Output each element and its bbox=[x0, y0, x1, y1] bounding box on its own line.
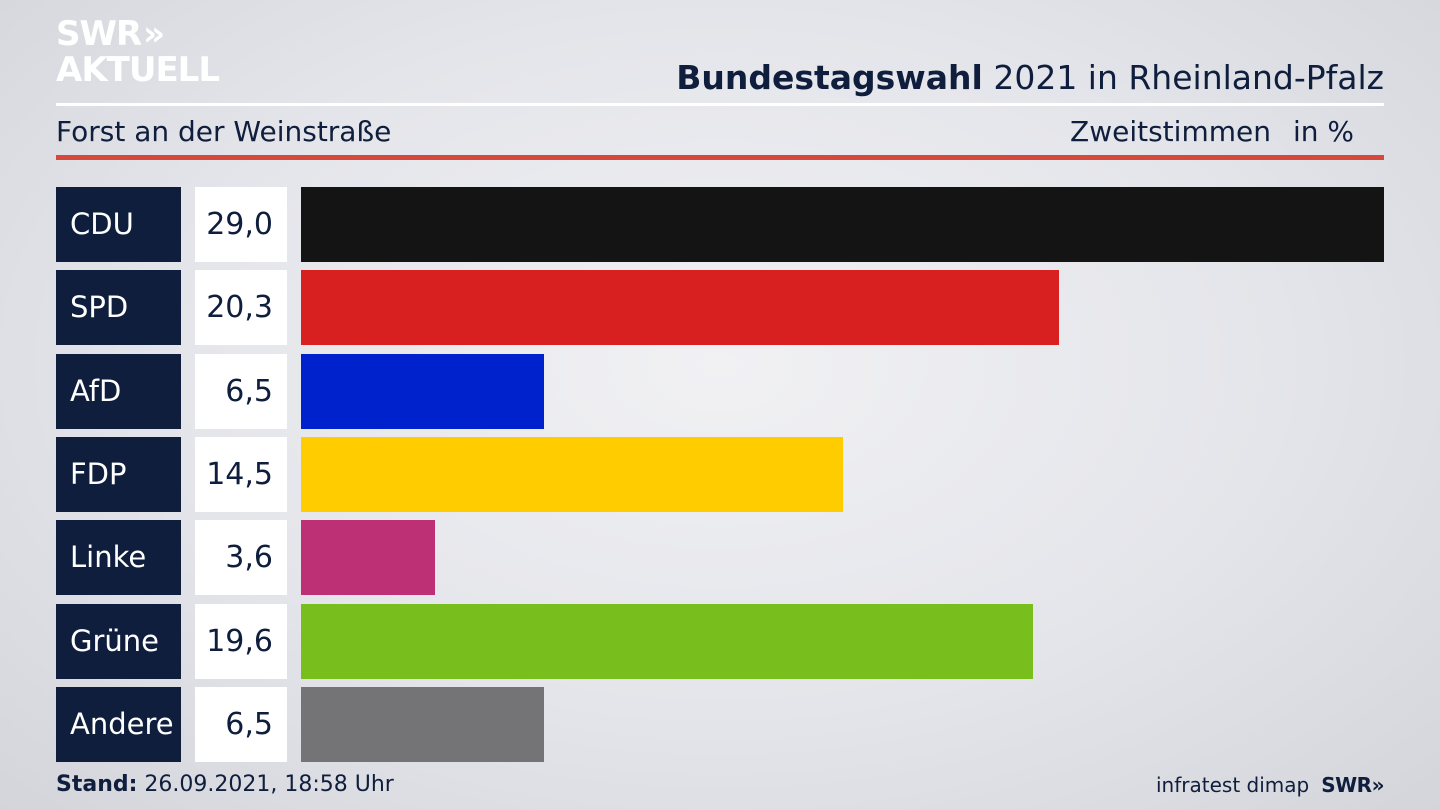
timestamp-value: 26.09.2021, 18:58 Uhr bbox=[137, 772, 394, 797]
party-label: AfD bbox=[56, 353, 181, 429]
bar bbox=[301, 436, 843, 512]
bar bbox=[301, 686, 544, 762]
footer-credits: infratest dimap SWR» bbox=[1156, 770, 1385, 800]
value-label: 19,6 bbox=[195, 603, 287, 679]
swr-logo: SWR » bbox=[56, 14, 165, 54]
timestamp-label: Stand: bbox=[56, 772, 138, 797]
bar-row: Linke 3,6 bbox=[56, 520, 1384, 596]
value-label: 20,3 bbox=[195, 270, 287, 346]
bar-row: Grüne 19,6 bbox=[56, 603, 1384, 679]
measure-label: Zweitstimmen in % bbox=[1070, 114, 1354, 150]
value-label: 29,0 bbox=[195, 187, 287, 262]
unit-text: in % bbox=[1292, 115, 1354, 148]
bar-row: CDU 29,0 bbox=[56, 187, 1384, 262]
value-label: 6,5 bbox=[195, 353, 287, 429]
party-label: CDU bbox=[56, 187, 181, 262]
bar-row: AfD 6,5 bbox=[56, 353, 1384, 429]
chart-title: Bundestagswahl 2021 in Rheinland-Pfalz bbox=[676, 58, 1384, 98]
value-label: 3,6 bbox=[195, 520, 287, 596]
bar bbox=[301, 187, 1384, 262]
party-label: FDP bbox=[56, 436, 181, 512]
bar-chart: CDU 29,0 SPD 20,3 AfD 6,5 FDP 14,5 Linke 3,6 Grüne… bbox=[56, 187, 1384, 762]
swr-footer-logo: SWR» bbox=[1321, 770, 1384, 800]
chevrons-icon: » bbox=[143, 14, 165, 54]
chart-title-bold: Bundestagswahl bbox=[676, 58, 983, 97]
bar bbox=[301, 270, 1059, 346]
header-divider bbox=[56, 103, 1384, 106]
swr-logo-text: SWR bbox=[56, 14, 142, 54]
accent-divider bbox=[56, 155, 1384, 160]
bar bbox=[301, 353, 544, 429]
value-label: 14,5 bbox=[195, 436, 287, 512]
bar-row: Andere 6,5 bbox=[56, 686, 1384, 762]
value-label: 6,5 bbox=[195, 686, 287, 762]
chevrons-icon: » bbox=[1371, 773, 1385, 797]
party-label: Linke bbox=[56, 520, 181, 596]
timestamp: Stand: 26.09.2021, 18:58 Uhr bbox=[56, 770, 394, 800]
party-label: Grüne bbox=[56, 603, 181, 679]
bar-row: SPD 20,3 bbox=[56, 270, 1384, 346]
aktuell-logo-text: AKTUELL bbox=[56, 50, 220, 90]
chart-title-rest: 2021 in Rheinland-Pfalz bbox=[982, 58, 1384, 97]
bar bbox=[301, 520, 435, 596]
data-source: infratest dimap bbox=[1156, 773, 1310, 797]
chart-subtitle: Forst an der Weinstraße bbox=[56, 115, 392, 148]
party-label: Andere bbox=[56, 686, 181, 762]
party-label: SPD bbox=[56, 270, 181, 346]
swr-footer-text: SWR bbox=[1321, 773, 1372, 797]
measure-text: Zweitstimmen bbox=[1070, 115, 1271, 148]
bar-row: FDP 14,5 bbox=[56, 436, 1384, 512]
bar bbox=[301, 603, 1033, 679]
